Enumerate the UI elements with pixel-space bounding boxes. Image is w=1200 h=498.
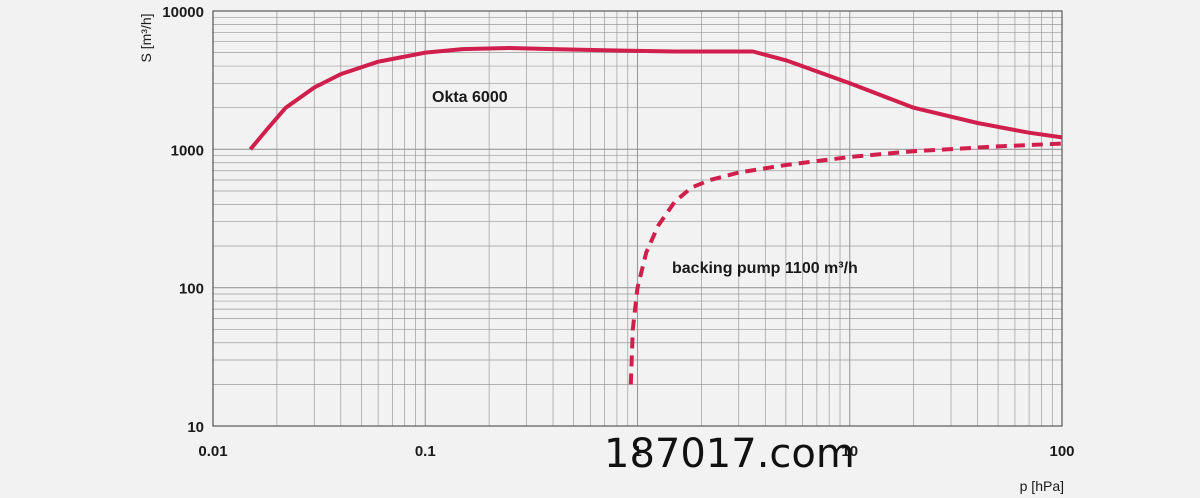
annotation-backing-pump: backing pump 1100 m³/h — [672, 260, 858, 277]
x-tick-label: 1 — [633, 443, 641, 460]
annotation-okta-6000: Okta 6000 — [432, 89, 508, 106]
x-tick-label: 100 — [1049, 443, 1074, 460]
x-axis-title: p [hPa] — [1020, 478, 1064, 494]
series-layer — [248, 46, 1063, 385]
series-line-backing-pump — [628, 141, 1063, 385]
grid — [212, 11, 1062, 427]
x-tick-label: 0.1 — [415, 443, 436, 460]
y-tick-label: 10000 — [162, 4, 204, 21]
y-tick-label: 1000 — [171, 142, 204, 159]
plot-frame — [212, 10, 1063, 427]
series-line-okta-6000 — [248, 46, 1063, 151]
x-tick-label: 10 — [841, 443, 858, 460]
tick-labels: 0.01 0.1 1 10 100 10 100 1000 10000 — [162, 4, 1074, 460]
y-axis-title: S [m³/h] — [138, 13, 154, 62]
x-tick-label: 0.01 — [198, 443, 227, 460]
watermark-text: 187017.com — [604, 431, 855, 477]
y-tick-label: 100 — [179, 281, 204, 298]
y-tick-label: 10 — [187, 419, 204, 436]
